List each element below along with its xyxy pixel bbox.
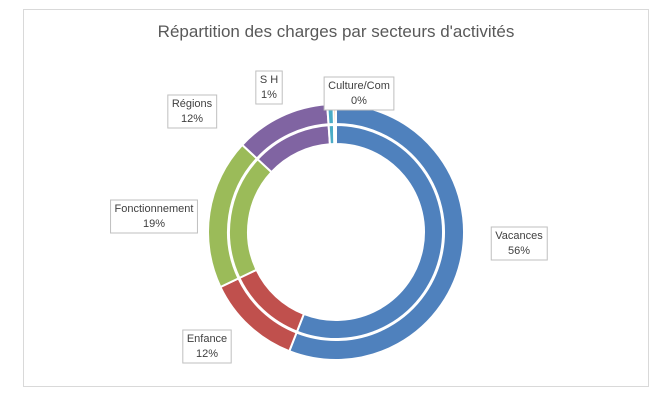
data-label-regions: Régions 12%: [167, 94, 218, 129]
slice-culture-com-inner: [332, 123, 337, 146]
chart-title: Répartition des charges par secteurs d'a…: [157, 22, 515, 41]
data-label-percent: 12%: [181, 113, 203, 125]
data-label-vacances: Vacances 56%: [490, 226, 548, 261]
data-label-name: Fonctionnement: [115, 203, 194, 215]
data-label-fonctionnement: Fonctionnement 19%: [110, 199, 198, 234]
data-label-name: S H: [260, 74, 278, 86]
data-label-percent: 0%: [351, 95, 367, 107]
doughnut-chart: Vacances 56% Enfance 12% Fonctionnement 19% Ré…: [110, 70, 548, 364]
data-label-percent: 1%: [261, 89, 277, 101]
data-label-name: Régions: [172, 98, 213, 110]
data-label-percent: 12%: [196, 348, 218, 360]
data-label-name: Vacances: [495, 230, 543, 242]
data-label-percent: 56%: [508, 245, 530, 257]
data-label-name: Enfance: [187, 333, 227, 345]
data-label-s-h: S H 1%: [255, 70, 283, 105]
data-label-culture-com: Culture/Com 0%: [323, 76, 395, 111]
chart-area: Répartition des charges par secteurs d'a…: [23, 9, 649, 387]
data-label-name: Culture/Com: [328, 80, 390, 92]
data-label-percent: 19%: [143, 218, 165, 230]
data-label-enfance: Enfance 12%: [182, 329, 232, 364]
